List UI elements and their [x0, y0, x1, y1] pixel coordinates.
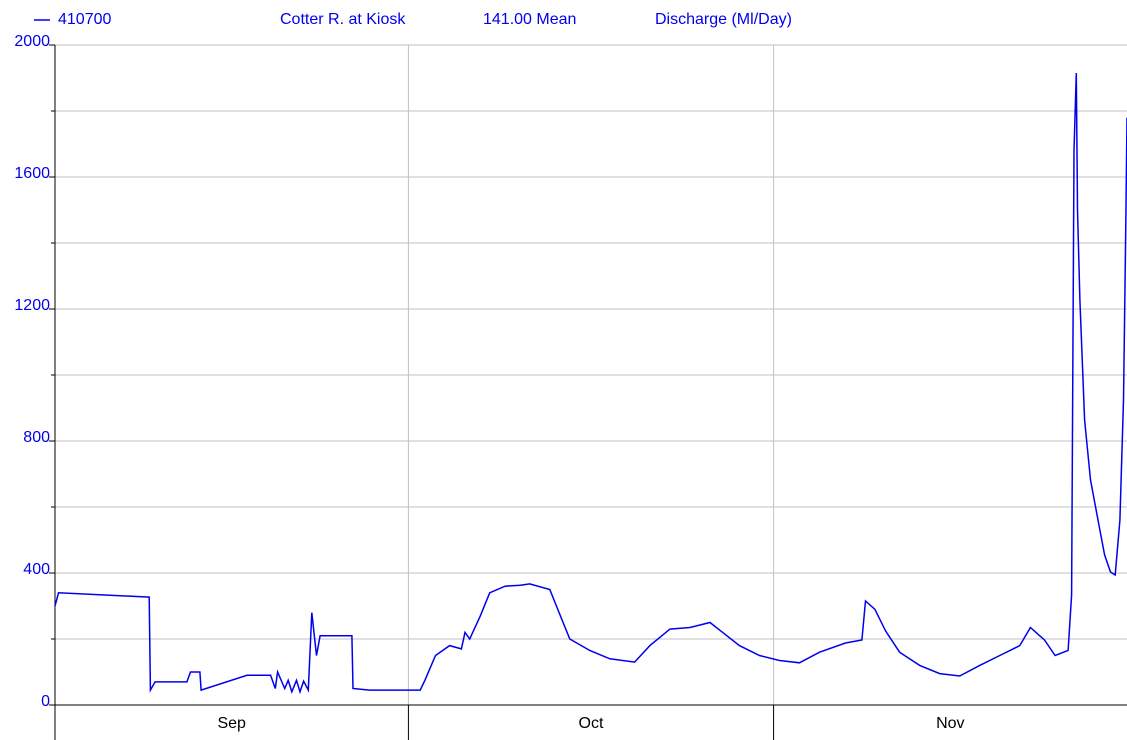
y-tick-label: 1200 — [14, 297, 50, 314]
x-tick-label: Nov — [936, 715, 964, 732]
y-axis-label: Discharge (Ml/Day) — [655, 11, 792, 28]
y-tick-label: 2000 — [14, 33, 50, 50]
statistic: 141.00 Mean — [483, 11, 576, 28]
legend-label: 410700 — [58, 11, 111, 28]
x-tick-label: Oct — [579, 715, 604, 732]
data-line — [54, 72, 1127, 695]
x-tick-label: Sep — [217, 715, 246, 732]
y-tick-label: 0 — [41, 693, 50, 710]
y-tick-label: 800 — [23, 429, 50, 446]
y-tick-label: 1600 — [14, 165, 50, 182]
y-tick-label: 400 — [23, 561, 50, 578]
station-name: Cotter R. at Kiosk — [280, 11, 406, 28]
